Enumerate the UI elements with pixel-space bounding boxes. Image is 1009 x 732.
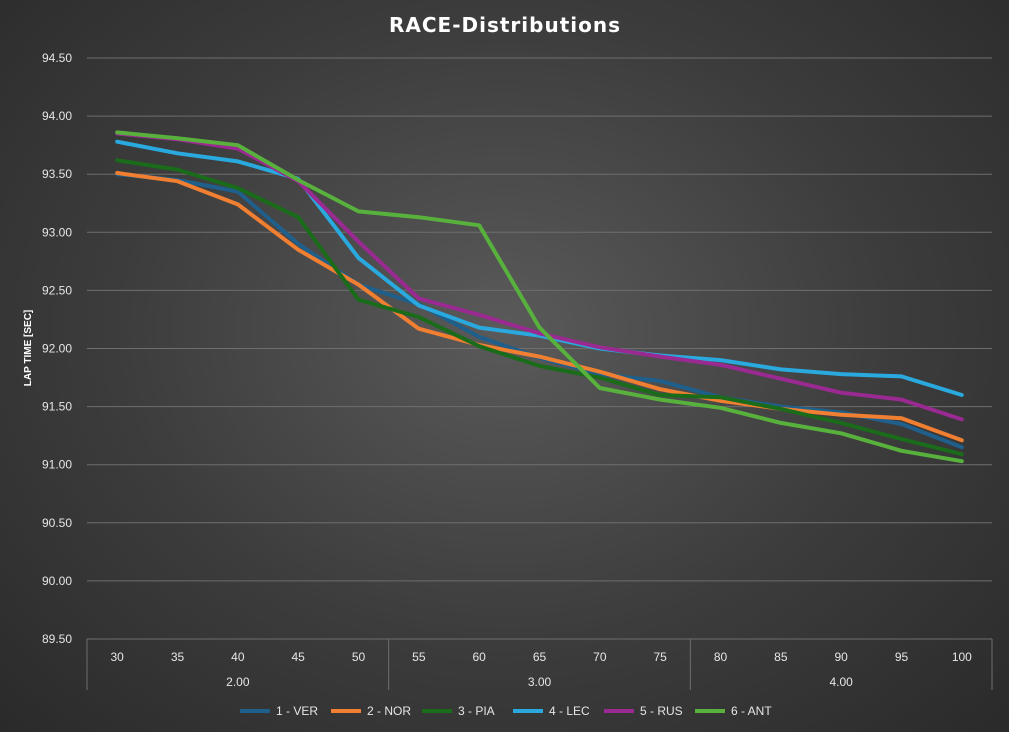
x-tick-label: 80: [714, 650, 728, 664]
legend-label: 3 - PIA: [458, 704, 495, 718]
y-tick-label: 90.00: [42, 574, 72, 588]
y-axis-ticks: 89.50 90.00 90.50 91.00 91.50 92.00 92.50 93.00…: [42, 51, 72, 646]
series-line: [115, 171, 964, 443]
x-tick-label: 65: [533, 650, 547, 664]
y-tick-label: 89.50: [42, 632, 72, 646]
chart-title: RACE-Distributions: [389, 13, 621, 37]
series-line: [115, 158, 964, 457]
y-tick-label: 93.50: [42, 167, 72, 181]
y-tick-label: 91.50: [42, 400, 72, 414]
y-tick-label: 92.50: [42, 283, 72, 297]
x-group-label: 2.00: [226, 675, 250, 689]
x-tick-label: 85: [774, 650, 788, 664]
legend-label: 4 - LEC: [549, 704, 590, 718]
legend: 1 - VER 2 - NOR 3 - PIA 4 - LEC 5 - RUS 6 - A…: [240, 704, 772, 718]
x-axis: 30 35 40 45 50 55 60 65 70 75 80 85 90 95 100 2.00 3.00 4…: [86, 639, 993, 690]
y-tick-label: 94.50: [42, 51, 72, 65]
x-tick-label: 75: [653, 650, 667, 664]
x-tick-label: 40: [231, 650, 245, 664]
x-group-label: 3.00: [528, 675, 552, 689]
x-group-label: 4.00: [829, 675, 853, 689]
x-tick-label: 95: [895, 650, 909, 664]
y-tick-label: 90.50: [42, 516, 72, 530]
x-tick-label: 35: [171, 650, 185, 664]
legend-label: 5 - RUS: [640, 704, 683, 718]
legend-label: 6 - ANT: [731, 704, 772, 718]
legend-label: 2 - NOR: [367, 704, 411, 718]
x-tick-label: 55: [412, 650, 426, 664]
x-tick-label: 60: [472, 650, 486, 664]
legend-label: 1 - VER: [276, 704, 318, 718]
series-lines: [115, 130, 964, 464]
y-axis-label: LAP TIME [SEC]: [23, 310, 34, 386]
y-tick-label: 91.00: [42, 458, 72, 472]
series-line: [115, 130, 964, 464]
x-tick-label: 50: [352, 650, 366, 664]
y-tick-label: 93.00: [42, 225, 72, 239]
series-line: [115, 139, 964, 397]
x-tick-label: 70: [593, 650, 607, 664]
y-tick-label: 92.00: [42, 342, 72, 356]
x-tick-label: 100: [952, 650, 972, 664]
x-tick-label: 90: [834, 650, 848, 664]
x-tick-label: 45: [291, 650, 305, 664]
y-tick-label: 94.00: [42, 109, 72, 123]
gridlines: [87, 57, 992, 640]
series-line: [115, 131, 964, 422]
x-tick-label: 30: [110, 650, 124, 664]
